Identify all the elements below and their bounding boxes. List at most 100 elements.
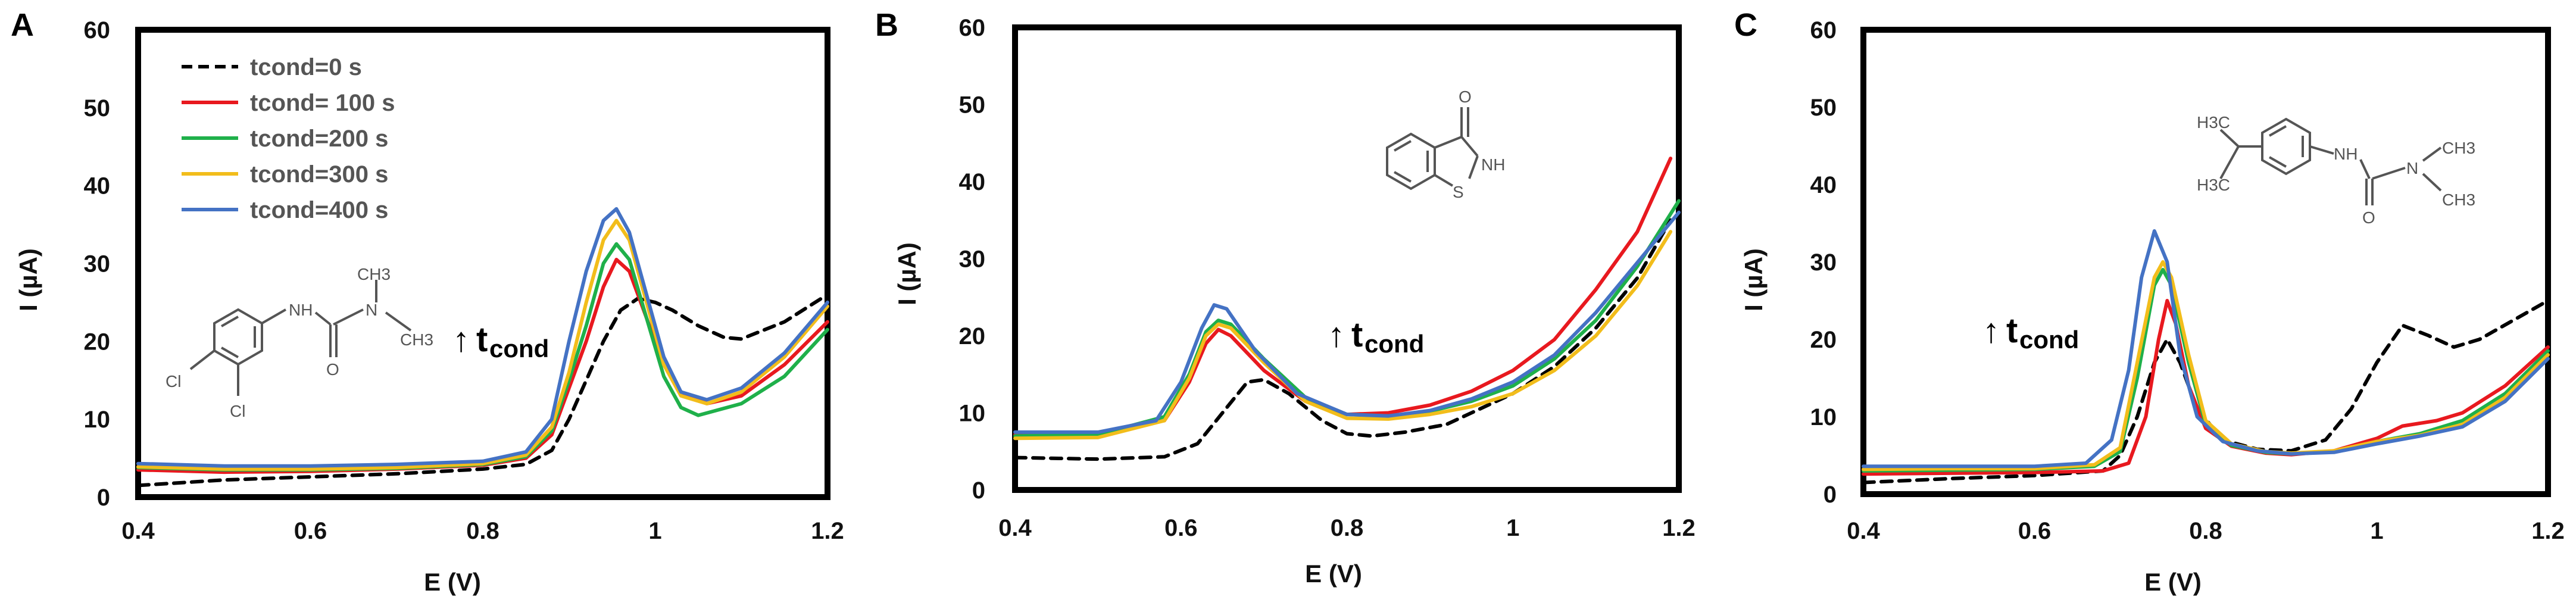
x-tick-label: 0.6 — [2018, 518, 2052, 544]
legend-label-4: tcond=400 s — [250, 197, 388, 223]
y-tick-label: 10 — [84, 407, 111, 433]
y-tick-label: 60 — [959, 15, 986, 41]
y-axis-label: I (µA) — [893, 242, 921, 305]
mol-b-label-0: O — [1459, 88, 1472, 106]
mol-a-label-1: N — [366, 301, 377, 319]
mol-c-label-0: H3C — [2197, 113, 2230, 132]
x-tick-label: 0.4 — [1847, 518, 1880, 544]
annotation-arrow: ↑ — [1328, 316, 1345, 354]
mol-b-label-1: NH — [1481, 155, 1505, 174]
series-line-a-0 — [136, 292, 829, 488]
y-tick-label: 0 — [972, 477, 985, 504]
plot-frame-b — [1012, 24, 1682, 493]
plot-frame-a — [135, 27, 830, 500]
x-tick-label: 1 — [1506, 515, 1519, 541]
x-tick-label: 1 — [2370, 518, 2383, 544]
series-line-c-0 — [1862, 299, 2550, 485]
legend-label-2: tcond=200 s — [250, 126, 388, 152]
series-line-b-2 — [1013, 199, 1681, 438]
y-tick-label: 10 — [1810, 404, 1837, 430]
legend-label-1: tcond= 100 s — [250, 90, 395, 116]
mol-c-label-1: H3C — [2197, 176, 2230, 194]
mol-a-label-4: CH3 — [400, 330, 433, 349]
mol-a-label-2: O — [326, 360, 339, 379]
y-tick-label: 20 — [1810, 327, 1837, 353]
y-tick-label: 40 — [1810, 172, 1837, 198]
mol-b-label-2: S — [1453, 183, 1464, 201]
x-tick-label: 0.6 — [1164, 515, 1198, 541]
series-line-c-1 — [1862, 299, 2550, 476]
y-tick-label: 0 — [97, 485, 110, 511]
annotation-arrow: ↑ — [452, 320, 470, 359]
y-tick-label: 30 — [1810, 249, 1837, 276]
panel-label-b: B — [875, 7, 898, 43]
legend-label-3: tcond=300 s — [250, 161, 388, 188]
series-line-c-3 — [1862, 260, 2550, 472]
y-tick-label: 30 — [84, 251, 111, 277]
molecule-structure-b: O NH S — [1386, 88, 1505, 201]
series-line-b-0 — [1013, 218, 1673, 461]
x-tick-label: 1.2 — [2531, 518, 2565, 544]
mol-a-label-5: Cl — [166, 372, 181, 391]
panel-label-c: C — [1734, 7, 1757, 43]
y-tick-label: 40 — [84, 173, 111, 199]
mol-c-label-6: CH3 — [2442, 191, 2475, 209]
x-tick-label: 1 — [648, 518, 661, 544]
y-tick-label: 50 — [959, 92, 986, 118]
molecule-structure-c: H3C H3C NH N O CH3 CH3 — [2197, 113, 2475, 227]
tcond-annotation-b: ↑ t cond — [1328, 316, 1424, 358]
y-tick-label: 20 — [84, 329, 111, 355]
legend-label-0: tcond=0 s — [250, 54, 362, 80]
annotation-arrow: ↑ — [1982, 311, 2000, 350]
annotation-main: t — [1351, 316, 1363, 354]
annotation-main: t — [476, 320, 488, 359]
annotation-main: t — [2006, 311, 2018, 350]
y-axis-label: I (µA) — [14, 248, 42, 311]
series-line-b-4 — [1013, 210, 1681, 434]
annotation-sub: cond — [1365, 330, 1424, 358]
y-axis-label: I (µA) — [1740, 248, 1768, 311]
annotation-sub: cond — [2019, 326, 2079, 354]
x-tick-label: 0.4 — [998, 515, 1032, 541]
y-tick-label: 10 — [959, 401, 986, 427]
molecule-structure-a: NH N O CH3 CH3 Cl Cl — [166, 265, 433, 420]
axes-a: 0 10 20 30 40 50 60 0.4 0.6 0.8 1 1.2 E (V) I (µA) — [14, 17, 844, 596]
mol-c-label-3: N — [2406, 159, 2418, 177]
y-tick-label: 30 — [959, 246, 986, 273]
mol-a-label-0: NH — [289, 301, 313, 319]
mol-c-label-5: CH3 — [2442, 139, 2475, 157]
x-tick-label: 0.6 — [294, 518, 327, 544]
series-line-c-2 — [1862, 268, 2550, 473]
panel-label-a: A — [11, 7, 34, 43]
x-axis-label: E (V) — [1305, 560, 1362, 588]
axes-b: 0 10 20 30 40 50 60 0.4 0.6 0.8 1 1.2 E (V) I (µA) — [893, 15, 1696, 588]
mol-c-label-4: O — [2362, 208, 2375, 227]
tcond-annotation-c: ↑ t cond — [1982, 311, 2079, 354]
x-tick-label: 0.8 — [1331, 515, 1364, 541]
tcond-annotation-a: ↑ t cond — [452, 320, 549, 363]
x-tick-label: 0.8 — [2189, 518, 2222, 544]
series-line-a-4 — [136, 207, 829, 468]
x-tick-label: 1.2 — [1662, 515, 1696, 541]
x-axis-label: E (V) — [2144, 568, 2202, 596]
series-line-b-3 — [1013, 230, 1673, 441]
x-tick-label: 0.4 — [121, 518, 155, 544]
axes-c: 0 10 20 30 40 50 60 0.4 0.6 0.8 1 1.2 E (V) I (µA) — [1740, 17, 2565, 596]
x-axis-label: E (V) — [424, 568, 481, 596]
plot-frame-c — [1860, 27, 2551, 497]
legend: tcond=0 s tcond= 100 s tcond=200 s tcond… — [182, 54, 395, 223]
series-line-b-1 — [1013, 157, 1673, 436]
mol-a-label-6: Cl — [230, 402, 245, 420]
y-tick-label: 60 — [1810, 17, 1837, 43]
y-tick-label: 60 — [84, 17, 111, 43]
y-tick-label: 50 — [1810, 95, 1837, 121]
x-tick-label: 1.2 — [811, 518, 844, 544]
y-tick-label: 40 — [959, 169, 986, 195]
y-tick-label: 0 — [1824, 482, 1837, 508]
series-line-a-1 — [136, 258, 829, 474]
mol-c-label-2: NH — [2334, 145, 2358, 163]
